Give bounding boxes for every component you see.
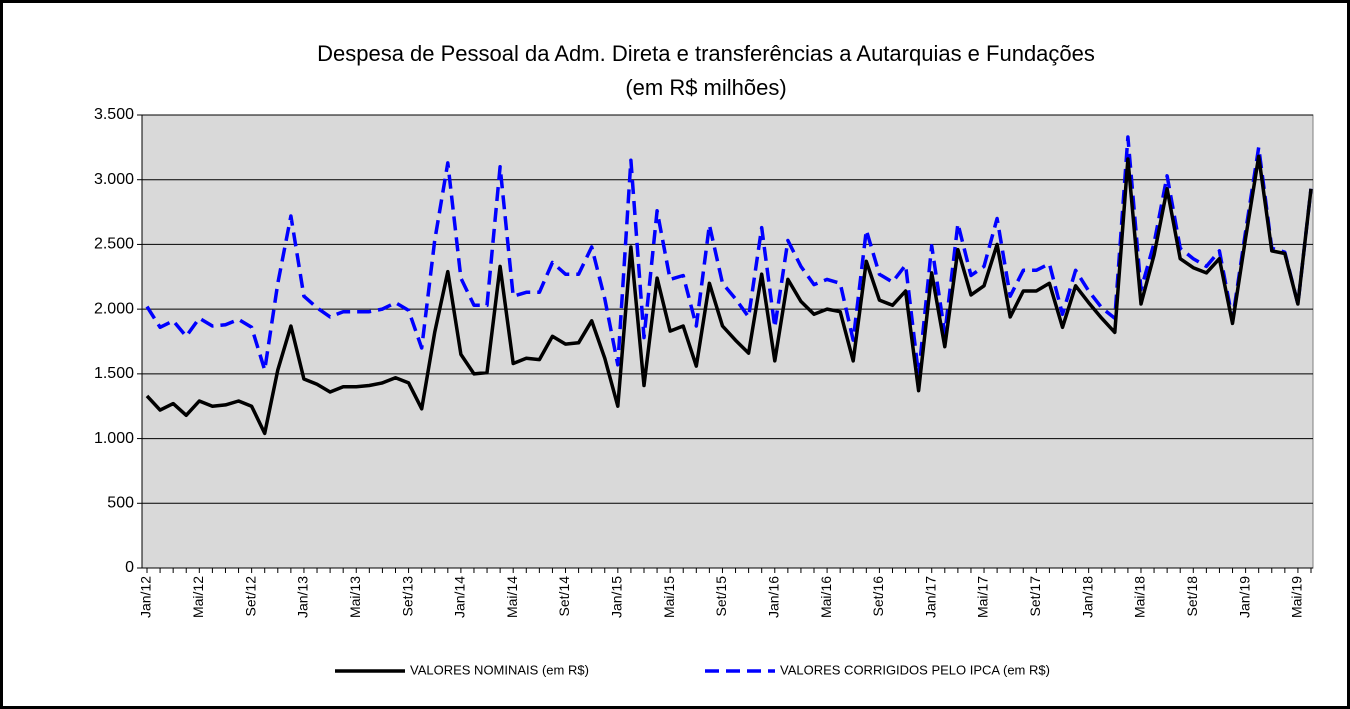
y-tick-label: 2.500 — [94, 236, 134, 253]
y-tick-label: 2.000 — [94, 300, 134, 317]
plot-area — [141, 114, 1314, 569]
y-tick-label: 3.500 — [94, 106, 134, 123]
x-tick-label: Mai/16 — [818, 576, 834, 618]
x-tick-label: Mai/12 — [190, 576, 206, 618]
legend-label: VALORES CORRIGIDOS PELO IPCA (em R$) — [780, 662, 1050, 677]
data-line — [145, 135, 1313, 377]
legend-label: VALORES NOMINAIS (em R$) — [410, 662, 589, 677]
x-tick-label: Set/13 — [399, 576, 415, 617]
x-tick-label: Jan/13 — [295, 576, 311, 618]
x-tick-label: Set/18 — [1184, 576, 1200, 617]
x-tick-label: Mai/14 — [504, 576, 520, 618]
x-tick-label: Jan/17 — [922, 576, 938, 618]
x-tick-label: Mai/13 — [347, 576, 363, 618]
x-tick-label: Jan/16 — [765, 576, 781, 618]
x-tick-label: Jan/15 — [609, 576, 625, 618]
y-tick-label: 500 — [107, 495, 134, 512]
data-line — [145, 154, 1313, 436]
x-tick-label: Set/16 — [870, 576, 886, 617]
x-tick-label: Mai/19 — [1289, 576, 1305, 618]
x-tick-label: Jan/19 — [1236, 576, 1252, 618]
x-tick-label: Set/15 — [713, 576, 729, 617]
x-tick-label: Jan/12 — [138, 576, 154, 618]
x-tick-label: Mai/17 — [975, 576, 991, 618]
x-tick-label: Mai/18 — [1132, 576, 1148, 618]
chart-title: Despesa de Pessoal da Adm. Direta e tran… — [317, 41, 1095, 66]
y-tick-label: 1.000 — [94, 430, 134, 447]
x-tick-label: Set/14 — [556, 576, 572, 617]
chart-subtitle: (em R$ milhões) — [625, 75, 786, 100]
x-tick-label: Jan/14 — [452, 576, 468, 618]
x-tick-label: Mai/15 — [661, 576, 677, 618]
x-tick-label: Set/17 — [1027, 576, 1043, 617]
y-tick-label: 0 — [125, 559, 134, 576]
x-tick-label: Jan/18 — [1079, 576, 1095, 618]
y-tick-label: 3.000 — [94, 171, 134, 188]
x-tick-label: Set/12 — [242, 576, 258, 617]
y-tick-label: 1.500 — [94, 365, 134, 382]
